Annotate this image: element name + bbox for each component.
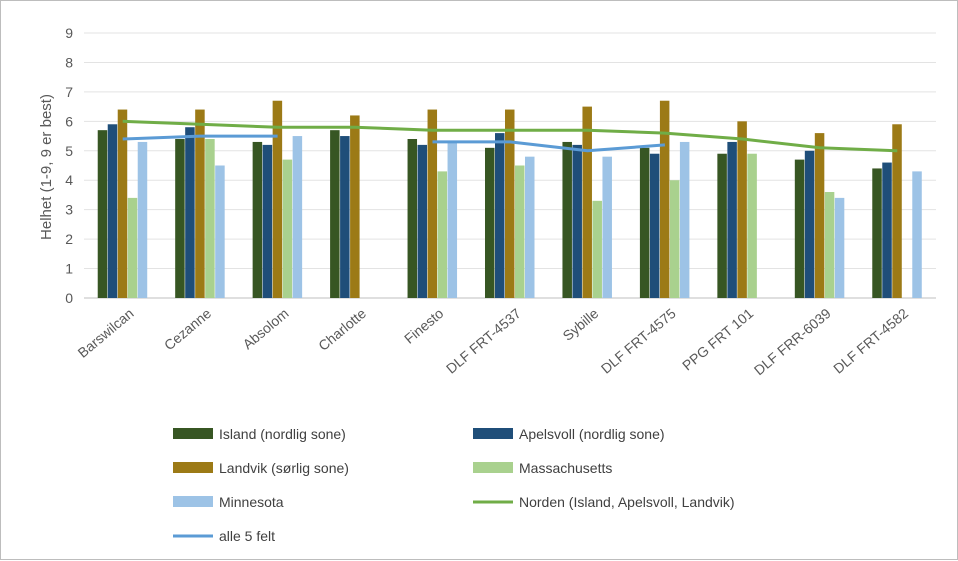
line-series (122, 119, 898, 153)
y-tick-label: 7 (65, 84, 73, 100)
legend-label: Norden (Island, Apelsvoll, Landvik) (519, 494, 735, 510)
bar (417, 144, 428, 298)
legend-swatch (173, 496, 213, 507)
series-line (122, 119, 898, 153)
series-line (122, 134, 278, 141)
x-tick-label: PPG FRT 101 (679, 305, 756, 374)
legend: Island (nordlig sone) Apelsvoll (nordlig … (173, 426, 735, 544)
x-tick-label: Finesto (401, 305, 447, 347)
x-tick-label: DLF FRT-4575 (598, 305, 679, 377)
bar (350, 115, 360, 298)
legend-label: Massachusetts (519, 460, 612, 476)
y-tick-label: 3 (65, 202, 73, 218)
legend-label: Minnesota (219, 494, 284, 510)
bar (195, 109, 205, 298)
bar (515, 165, 525, 298)
bar (175, 139, 185, 298)
bar (252, 141, 263, 298)
bar (427, 109, 438, 298)
bar (882, 162, 892, 298)
bar (794, 159, 805, 298)
bar (137, 141, 148, 298)
bar-series (97, 100, 922, 299)
x-tick-label: Cezanne (161, 305, 214, 353)
bar (649, 153, 660, 298)
bar (872, 168, 882, 298)
bar (127, 197, 138, 298)
bar (824, 192, 835, 298)
bar (717, 153, 727, 298)
bar (639, 147, 650, 298)
bar (912, 171, 922, 298)
legend-swatch (473, 462, 513, 473)
bar (727, 141, 737, 298)
x-tick-label: Barswilcan (75, 305, 137, 361)
bar (582, 106, 592, 298)
bar (282, 159, 293, 298)
bar (215, 165, 225, 298)
bar (892, 124, 902, 299)
y-tick-label: 5 (65, 143, 73, 159)
bar (572, 144, 582, 298)
bar (495, 133, 505, 298)
y-tick-label: 8 (65, 54, 73, 70)
bar (525, 156, 535, 298)
y-axis-label: Helhet (1-9, 9 er best) (38, 94, 55, 240)
legend-swatch (173, 428, 213, 439)
legend-swatch (173, 462, 213, 473)
legend-label: Landvik (sørlig sone) (219, 460, 349, 476)
bar (330, 130, 340, 298)
bar (834, 197, 845, 298)
x-tick-label: Charlotte (315, 305, 369, 354)
bar (97, 130, 108, 298)
legend-label: alle 5 felt (219, 528, 275, 544)
bar (485, 147, 495, 298)
bar (437, 171, 448, 298)
bar (447, 141, 458, 298)
x-tick-label: DLF FRT-4537 (443, 305, 524, 377)
bar (272, 100, 283, 298)
bar (592, 200, 602, 298)
x-tick-label: Sybille (559, 305, 601, 344)
y-tick-label: 4 (65, 172, 73, 188)
x-tick-label: DLF FRR-6039 (751, 305, 834, 378)
legend-swatch (473, 428, 513, 439)
bar (107, 124, 118, 299)
y-tick-label: 0 (65, 290, 73, 306)
bar (737, 121, 747, 298)
y-tick-label: 6 (65, 113, 73, 129)
bar (602, 156, 612, 298)
bar (669, 180, 680, 298)
bar (804, 150, 815, 298)
legend-label: Apelsvoll (nordlig sone) (519, 426, 665, 442)
bar (407, 139, 418, 298)
x-axis-ticks: Barswilcan Cezanne Absolom Charlotte Finesto… (75, 305, 912, 378)
legend-label: Island (nordlig sone) (219, 426, 346, 442)
y-axis-ticks: 0 1 2 3 4 5 6 7 8 9 (65, 25, 73, 306)
bar (340, 136, 350, 298)
bar (117, 109, 128, 298)
bar (747, 153, 757, 298)
y-tick-label: 1 (65, 261, 73, 277)
bar (185, 127, 195, 298)
series-line (432, 140, 666, 153)
y-tick-label: 2 (65, 231, 73, 247)
bar (292, 136, 303, 298)
bar (679, 141, 690, 298)
bar (814, 133, 825, 298)
bar (505, 109, 515, 298)
bar (205, 139, 215, 298)
bar (262, 144, 273, 298)
bar (562, 141, 572, 298)
x-tick-label: DLF FRT-4582 (830, 305, 911, 377)
x-tick-label: Absolom (240, 305, 292, 352)
y-tick-label: 9 (65, 25, 73, 41)
bar (659, 100, 670, 298)
